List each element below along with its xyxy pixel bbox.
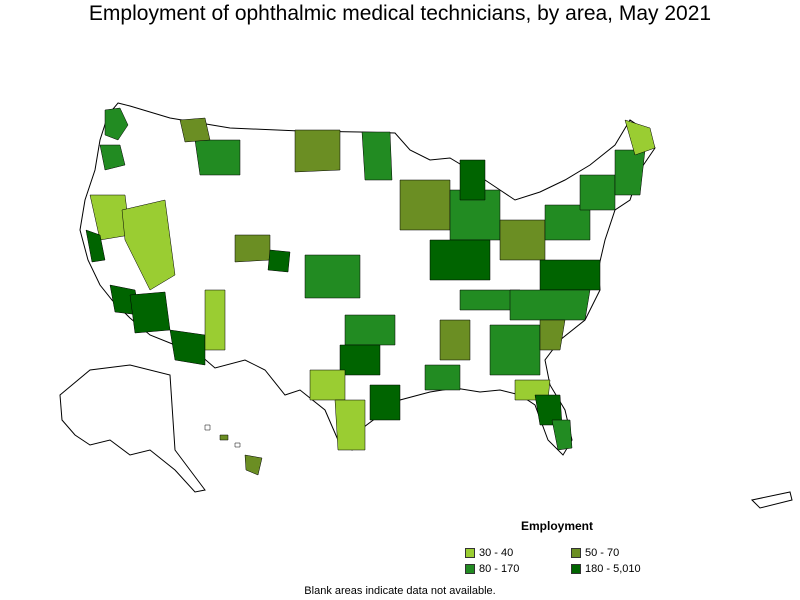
legend-swatch [571, 564, 581, 574]
region-texas-s [334, 399, 366, 451]
region-mn [361, 131, 393, 181]
region-michigan [459, 159, 486, 201]
region-va [539, 259, 601, 291]
region-nd [294, 129, 341, 173]
region-maine [624, 119, 656, 156]
region-florida-s [551, 419, 573, 451]
region-portland [99, 144, 126, 171]
region-ohio [499, 219, 546, 261]
region-pa [544, 204, 591, 241]
region-ny [579, 174, 616, 211]
region-georgia [489, 324, 541, 376]
region-houston [369, 384, 401, 421]
puerto-rico [750, 491, 793, 509]
region-nm [204, 289, 226, 351]
region-bay-area [85, 229, 106, 263]
region-sc [539, 319, 566, 351]
legend-label: 180 - 5,010 [585, 563, 641, 575]
region-idaho [194, 139, 241, 176]
legend-title: Employment [521, 519, 594, 533]
region-phoenix [129, 291, 171, 334]
hawaii-islands [204, 424, 263, 476]
footnote: Blank areas indicate data not available. [304, 585, 496, 597]
region-midwest-3 [429, 239, 491, 281]
region-denver [267, 249, 291, 273]
legend-swatch [465, 564, 475, 574]
legend-label: 80 - 170 [479, 563, 520, 575]
region-seattle [104, 107, 129, 141]
region-texas-c [309, 369, 346, 401]
region-mississippi [439, 319, 471, 361]
region-nc [509, 289, 591, 321]
map-regions [85, 107, 656, 451]
legend-item-80-170: 80 - 170 [465, 563, 519, 575]
legend-item-30-40: 30 - 40 [465, 547, 513, 559]
legend-label: 30 - 40 [479, 547, 514, 559]
region-midwest-1 [399, 179, 451, 231]
legend-item-180-5010: 180 - 5,010 [571, 563, 641, 575]
region-louisiana [424, 364, 461, 391]
region-kansas [304, 254, 361, 299]
region-nevada [121, 199, 176, 291]
region-tucson [169, 329, 206, 366]
region-colorado [234, 234, 271, 263]
legend-label: 50 - 70 [585, 547, 620, 559]
region-texas-n [339, 344, 381, 376]
map-title: Employment of ophthalmic medical technic… [88, 2, 712, 25]
alaska-outline [59, 364, 206, 493]
legend-swatch [465, 548, 475, 558]
region-montana-w [179, 117, 211, 143]
legend-swatch [571, 548, 581, 558]
legend-item-50-70: 50 - 70 [571, 547, 619, 559]
region-new-england [614, 149, 646, 196]
region-oklahoma [344, 314, 396, 346]
